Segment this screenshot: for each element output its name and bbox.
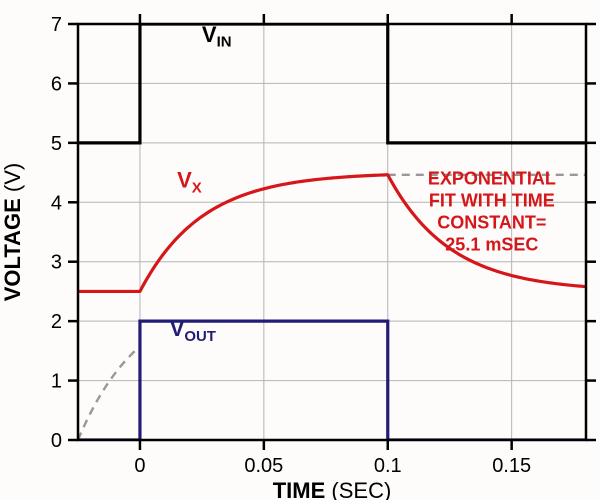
chart-container: 0 0.05 0.1 0.15 0 1 2 3 4 5 6 7 TIME (SEC) VOLTAGE (… [0,0,600,500]
ytick-label: 5 [51,133,62,155]
label-expfit-line: 25.1 mSEC [445,234,538,254]
x-axis-title: TIME (SEC) [273,478,392,500]
ytick-label: 6 [51,73,62,95]
ytick-label: 3 [51,252,62,274]
ytick-label: 4 [51,192,62,214]
label-expfit-line: EXPONENTIAL [428,168,556,188]
ytick-label: 2 [51,311,62,333]
xtick-label: 0 [134,455,145,477]
ytick-label: 0 [51,430,62,452]
ytick-label: 1 [51,371,62,393]
label-expfit-line: CONSTANT= [437,212,546,232]
chart-svg: 0 0.05 0.1 0.15 0 1 2 3 4 5 6 7 TIME (SEC) VOLTAGE (… [0,0,600,500]
xtick-label: 0.15 [492,455,531,477]
xtick-label: 0.05 [244,455,283,477]
label-expfit-line: FIT WITH TIME [429,190,555,210]
y-axis-title: VOLTAGE (V) [0,163,25,302]
ytick-label: 7 [51,14,62,36]
xtick-label: 0.1 [374,455,402,477]
